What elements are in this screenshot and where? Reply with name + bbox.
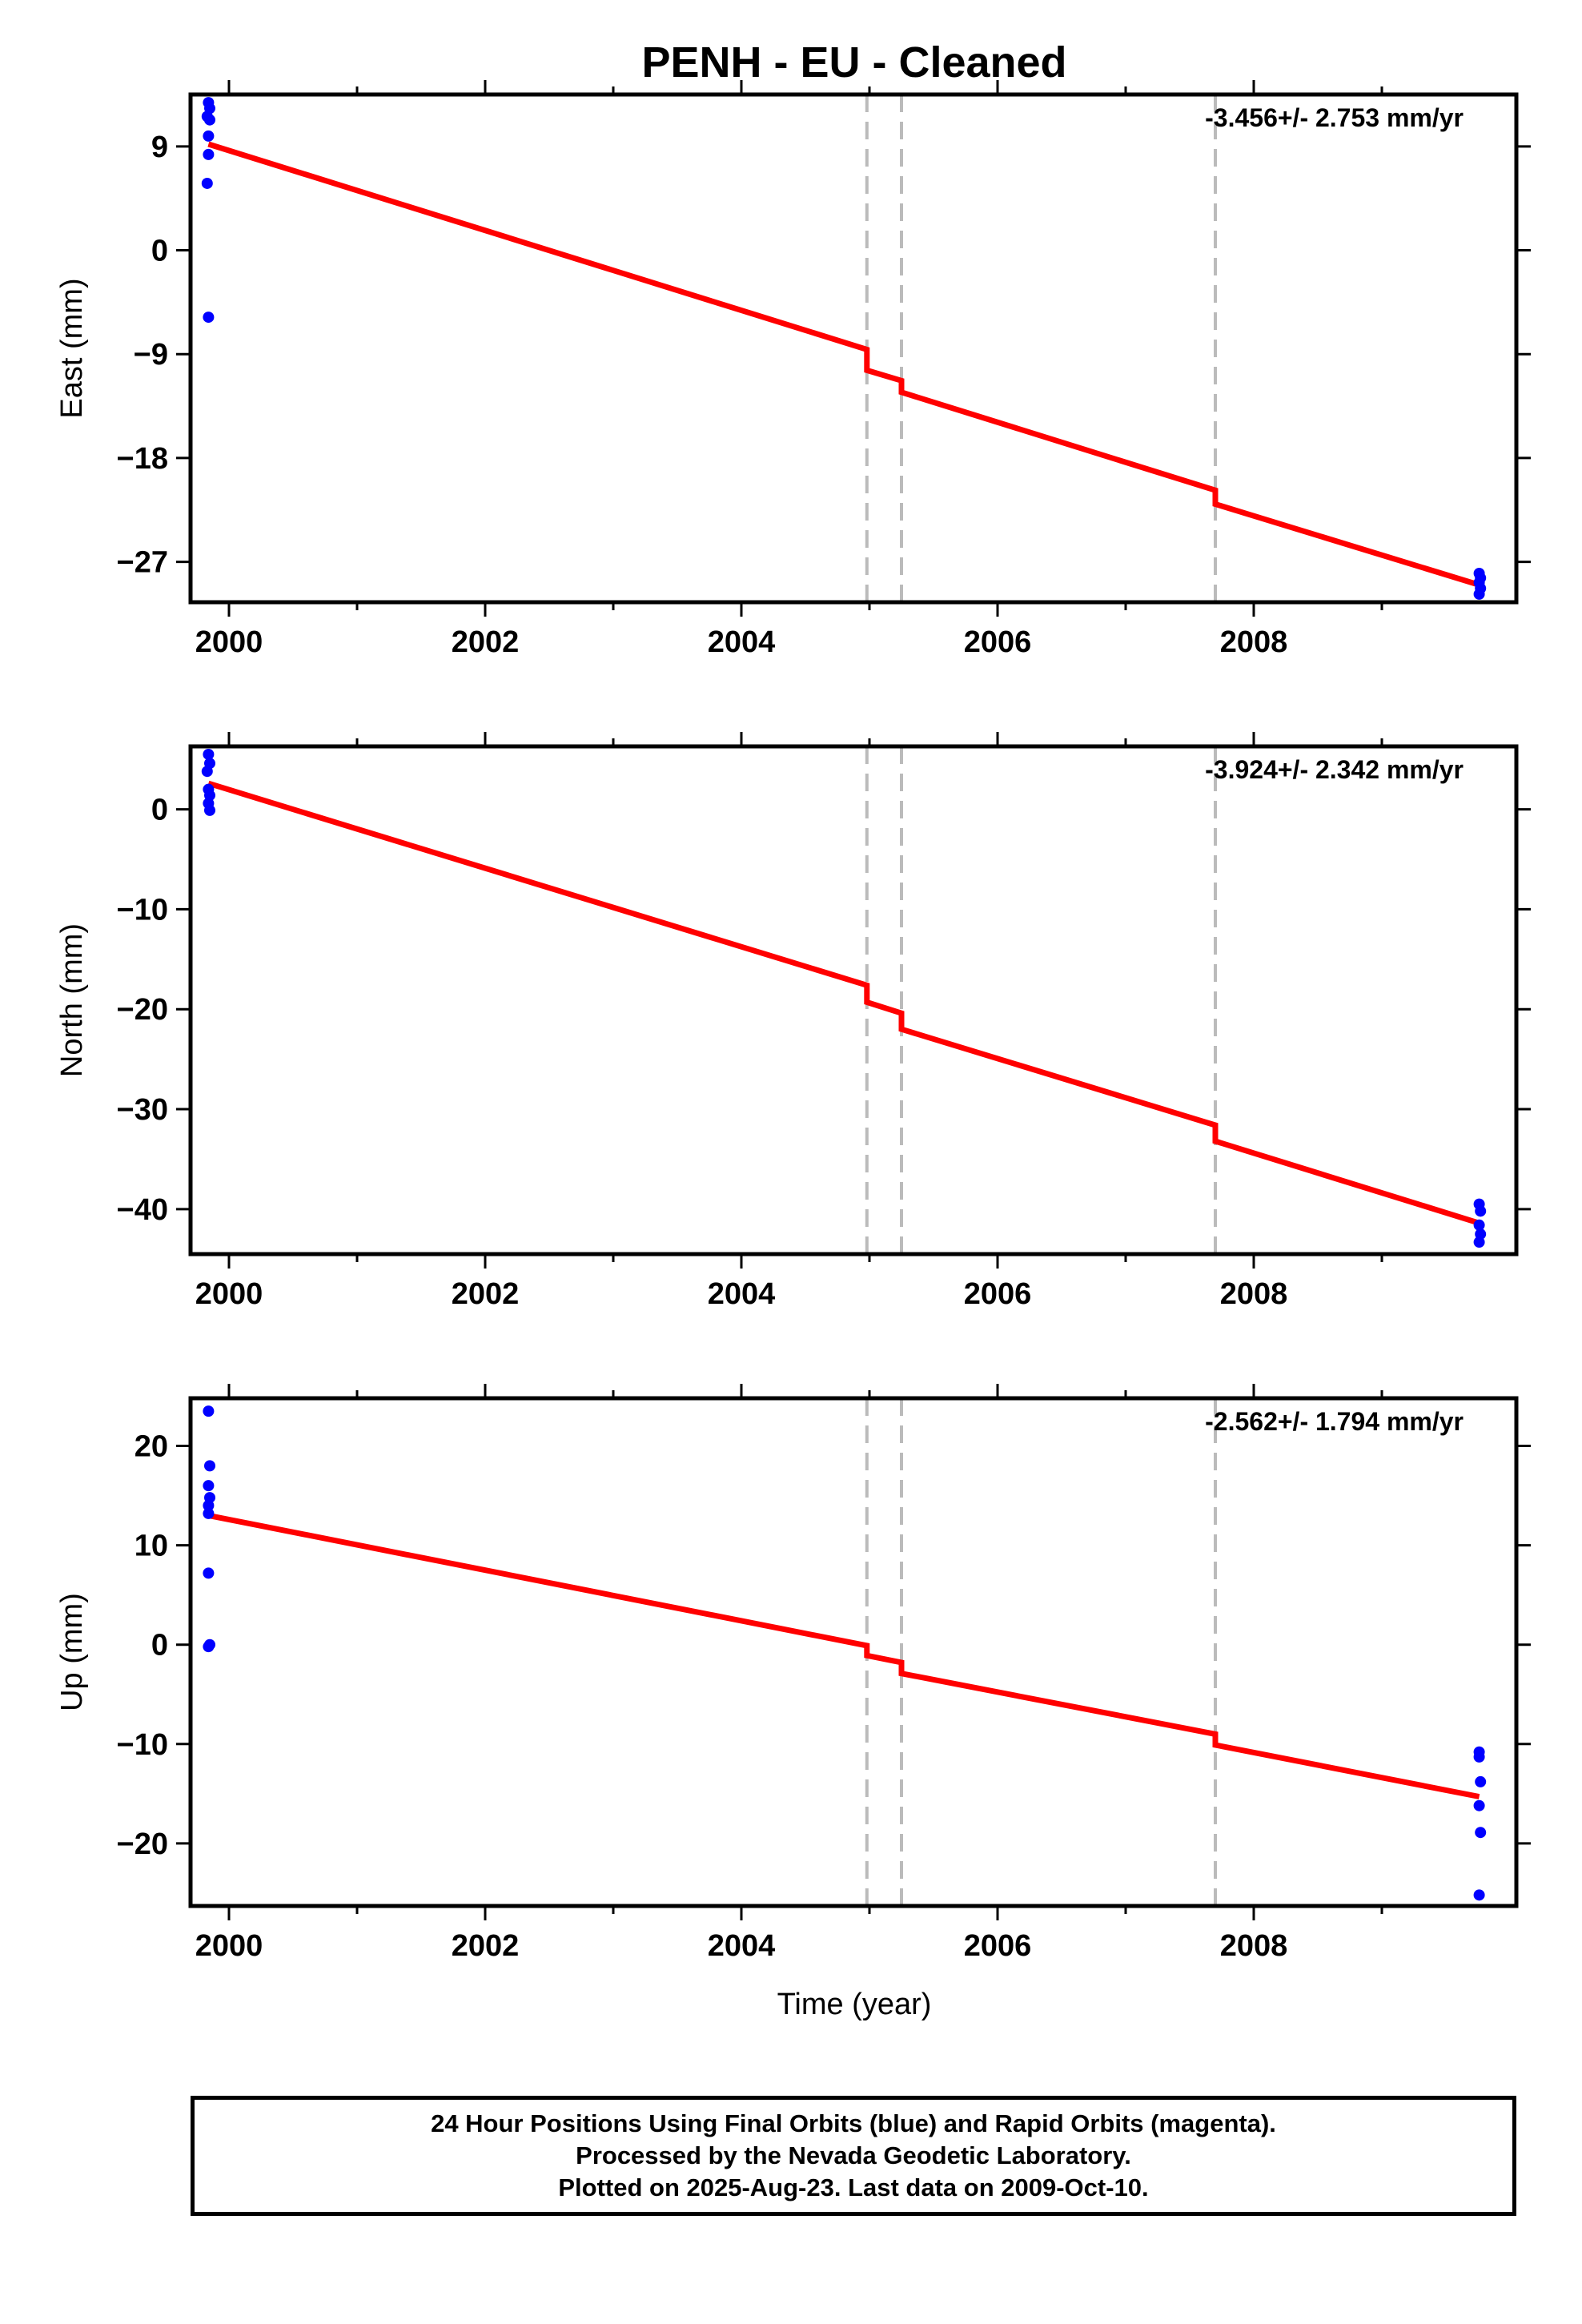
- y-tick-label: −27: [117, 546, 168, 580]
- data-point: [203, 1499, 215, 1511]
- panel-2: 2000 2002 2004 2006 2008 0 −10 −20 −30 −40 North (…: [55, 732, 1531, 1311]
- fit-line: [207, 1512, 1480, 1799]
- data-point: [203, 1641, 215, 1653]
- chart-title: PENH - EU - Cleaned: [641, 38, 1066, 86]
- footer-box: 24 Hour Positions Using Final Orbits (bl…: [191, 2096, 1516, 2216]
- y-tick-label: 0: [151, 1629, 168, 1663]
- data-point: [1473, 1236, 1485, 1248]
- y-axis-label: North (mm): [55, 923, 89, 1077]
- plot-frame: [188, 92, 1519, 605]
- x-tick-label: 2004: [708, 1929, 776, 1963]
- footer-line-1: 24 Hour Positions Using Final Orbits (bl…: [431, 2109, 1276, 2137]
- data-point: [1475, 1205, 1487, 1217]
- data-point: [1473, 1799, 1485, 1811]
- rate-annotation: -3.456+/- 2.753 mm/yr: [1205, 103, 1464, 132]
- footer-line-3: Plotted on 2025-Aug-23. Last data on 200…: [558, 2173, 1149, 2201]
- x-tick-label: 2002: [452, 1929, 520, 1963]
- x-tick-label: 2008: [1220, 625, 1288, 659]
- y-tick-label: 20: [135, 1430, 168, 1464]
- data-point: [204, 1460, 215, 1472]
- y-tick-label: −20: [117, 1827, 168, 1861]
- data-point: [203, 1567, 215, 1579]
- plot-frame: [188, 1396, 1519, 1908]
- x-tick-label: 2002: [452, 625, 520, 659]
- rate-annotation: -3.924+/- 2.342 mm/yr: [1205, 755, 1464, 784]
- x-tick-label: 2006: [964, 1277, 1032, 1311]
- x-tick-label: 2002: [452, 1277, 520, 1311]
- y-axis-label: East (mm): [55, 278, 89, 418]
- y-tick-label: −9: [134, 338, 168, 372]
- data-point: [204, 804, 215, 816]
- data-point: [203, 312, 215, 324]
- y-tick-label: 9: [151, 131, 168, 164]
- x-tick-label: 2000: [195, 1929, 263, 1963]
- data-point: [201, 177, 213, 189]
- data-point: [1473, 1219, 1485, 1231]
- x-tick-label: 2004: [708, 625, 776, 659]
- data-point: [203, 1507, 215, 1519]
- y-tick-label: −20: [117, 993, 168, 1027]
- y-tick-label: −10: [117, 1728, 168, 1762]
- footer-line-2: Processed by the Nevada Geodetic Laborat…: [576, 2141, 1131, 2169]
- y-tick-label: 0: [151, 794, 168, 827]
- x-tick-label: 2008: [1220, 1277, 1288, 1311]
- data-point: [1473, 1889, 1485, 1901]
- y-tick-label: 10: [135, 1530, 168, 1563]
- x-tick-label: 2008: [1220, 1929, 1288, 1963]
- panel-1: 2000 2002 2004 2006 2008 9 0 −9 −18 −27 East (mm) -…: [55, 80, 1531, 659]
- x-tick-label: 2004: [708, 1277, 776, 1311]
- y-tick-label: 0: [151, 235, 168, 268]
- data-point: [1473, 1751, 1485, 1763]
- x-tick-label: 2000: [195, 1277, 263, 1311]
- y-tick-label: −40: [117, 1193, 168, 1227]
- data-point: [204, 114, 215, 126]
- data-point: [201, 766, 213, 778]
- data-point: [203, 1480, 215, 1492]
- x-tick-label: 2006: [964, 625, 1032, 659]
- data-point: [1475, 1827, 1487, 1839]
- x-tick-label: 2006: [964, 1929, 1032, 1963]
- data-point: [1475, 1775, 1487, 1787]
- data-point: [203, 148, 215, 160]
- data-point: [203, 1405, 215, 1417]
- plot-frame: [188, 744, 1519, 1256]
- fit-line: [207, 141, 1480, 588]
- fit-line: [207, 780, 1480, 1226]
- y-axis-label: Up (mm): [55, 1593, 89, 1711]
- x-axis-label: Time (year): [777, 1988, 932, 2021]
- data-point: [1473, 588, 1485, 600]
- y-tick-label: −30: [117, 1093, 168, 1127]
- y-tick-label: −10: [117, 893, 168, 927]
- rate-annotation: -2.562+/- 1.794 mm/yr: [1205, 1407, 1464, 1436]
- y-tick-label: −18: [117, 442, 168, 476]
- x-tick-label: 2000: [195, 625, 263, 659]
- data-point: [203, 748, 215, 760]
- data-point: [203, 130, 215, 142]
